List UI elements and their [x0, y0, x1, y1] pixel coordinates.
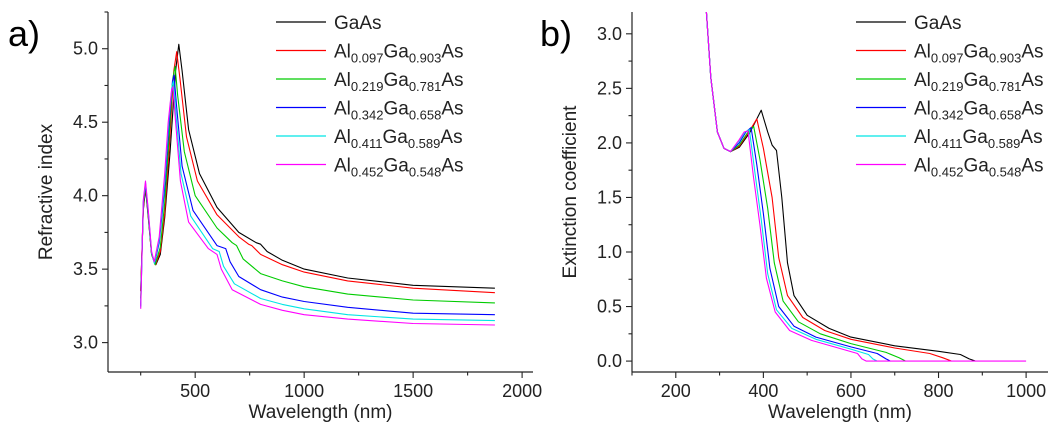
legend-entry: GaAs [334, 13, 382, 34]
y-tick-label: 2.0 [597, 133, 622, 153]
y-tick-label: 1.5 [597, 187, 622, 207]
legend-entry: Al0.097Ga0.903As [914, 42, 1044, 66]
panel-label: a) [8, 13, 40, 54]
y-tick-label: 4.5 [73, 112, 98, 132]
y-axis-title: Extinction coefficient [560, 105, 581, 279]
x-tick-label: 500 [180, 381, 210, 401]
y-tick-label: 3.5 [73, 259, 98, 279]
y-tick-label: 0.0 [597, 351, 622, 371]
y-tick-label: 3.0 [73, 333, 98, 353]
legend-entry: Al0.219Ga0.781As [914, 70, 1044, 94]
legend-entry: Al0.452Ga0.548As [334, 156, 464, 180]
series-line-5 [705, 11, 1027, 362]
legend-entry: Al0.097Ga0.903As [334, 42, 464, 66]
series-line-5 [140, 86, 495, 326]
panel-label: b) [540, 13, 572, 54]
legend-entry: Al0.342Ga0.658As [914, 99, 1044, 123]
x-tick-label: 2000 [502, 381, 542, 401]
legend-entry: GaAs [914, 13, 962, 34]
y-tick-label: 1.0 [597, 242, 622, 262]
legend-entry: Al0.342Ga0.658As [334, 99, 464, 123]
x-tick-label: 400 [748, 381, 778, 401]
panel-a: 500 1000 1500 2000 3.0 3.5 4.0 4.5 5.0 Wavelength… [8, 11, 542, 423]
y-tick-label: 5.0 [73, 39, 98, 59]
series-line-3 [705, 11, 891, 362]
legend-entry: Al0.411Ga0.589As [334, 127, 463, 151]
x-tick-label: 800 [924, 381, 954, 401]
legend-entry: Al0.411Ga0.589As [914, 127, 1043, 151]
x-tick-label: 200 [661, 381, 691, 401]
legend-entry: Al0.452Ga0.548As [914, 156, 1044, 180]
x-tick-label: 600 [836, 381, 866, 401]
panel-b: 200 400 600 800 1000 0.0 0.5 1.0 1.5 2.0 2.5 3.0 Wav… [540, 11, 1048, 423]
series-line-2 [705, 11, 906, 362]
series-line-4 [705, 11, 878, 362]
x-axis-title: Wavelength (nm) [768, 402, 912, 423]
y-tick-label: 3.0 [597, 24, 622, 44]
x-tick-label: 1500 [393, 381, 433, 401]
legend-entry: Al0.219Ga0.781As [334, 70, 464, 94]
y-tick-label: 2.5 [597, 78, 622, 98]
x-axis-title: Wavelength (nm) [249, 402, 393, 423]
x-tick-label: 1000 [284, 381, 324, 401]
x-tick-label: 1000 [1006, 381, 1046, 401]
y-tick-label: 0.5 [597, 297, 622, 317]
y-tick-label: 4.0 [73, 186, 98, 206]
y-axis-title: Refractive index [36, 123, 57, 260]
series-line-1 [705, 11, 952, 362]
